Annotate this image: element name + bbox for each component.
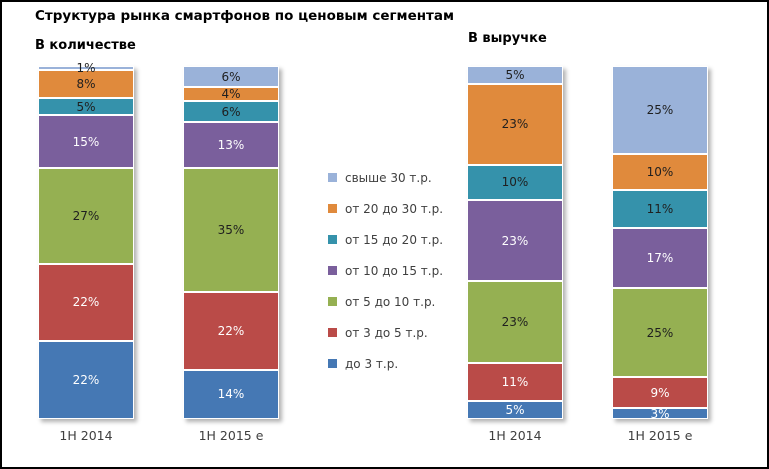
legend-item-label: от 3 до 5 т.р.: [345, 325, 428, 340]
segment-value-label: 10%: [646, 164, 674, 179]
bar-segment: 17%: [612, 228, 708, 289]
segment-value-label: 25%: [646, 103, 674, 118]
legend-item: до 3 т.р.: [328, 356, 458, 371]
bar-segment: 3%: [612, 406, 708, 421]
bar-segment: 23%: [467, 281, 563, 363]
bar-segment: 4%: [183, 87, 279, 102]
right-chart-subtitle: В выручке: [468, 31, 547, 46]
segment-value-label: 15%: [72, 134, 100, 149]
segment-value-label: 6%: [221, 104, 241, 119]
stacked-bar-revenue-1h2014: 5% 23% 10% 23% 23% 11% 5%: [467, 66, 563, 419]
segment-value-label: 5%: [505, 403, 525, 418]
bar-segment: 5%: [467, 401, 563, 419]
legend-item-label: свыше 30 т.р.: [345, 170, 432, 185]
segment-value-label: 23%: [501, 314, 529, 329]
legend-item: свыше 30 т.р.: [328, 170, 458, 185]
legend-item: от 10 до 15 т.р.: [328, 263, 458, 278]
segment-value-label: 27%: [72, 208, 100, 223]
bar-segment: 15%: [38, 115, 134, 169]
bar-segment: 25%: [612, 66, 708, 155]
legend-color-swatch-icon: [328, 204, 337, 213]
bar-segment: 11%: [467, 362, 563, 402]
legend-item-label: от 20 до 30 т.р.: [345, 201, 444, 216]
bar-segment: 22%: [38, 263, 134, 342]
category-label: 1H 2015 e: [198, 428, 264, 443]
category-label: 1H 2015 e: [627, 428, 693, 443]
category-label: 1H 2014: [59, 428, 113, 443]
legend-color-swatch-icon: [328, 297, 337, 306]
bar-segment: 5%: [467, 66, 563, 84]
segment-value-label: 25%: [646, 325, 674, 340]
legend-color-swatch-icon: [328, 235, 337, 244]
bar-segment: 25%: [612, 288, 708, 377]
bar-segment: 11%: [612, 189, 708, 229]
left-chart-subtitle: В количестве: [35, 38, 136, 53]
bar-segment: 1%: [38, 62, 134, 74]
segment-value-label: 17%: [646, 251, 674, 266]
segment-value-label: 10%: [501, 175, 529, 190]
segment-value-label: 3%: [650, 406, 670, 421]
segment-value-label: 13%: [217, 138, 245, 153]
bar-segment: 5%: [38, 97, 134, 116]
segment-value-label: 23%: [501, 117, 529, 132]
segment-value-label: 23%: [501, 233, 529, 248]
bar-segment: 27%: [38, 168, 134, 264]
bar-segment: 10%: [612, 154, 708, 190]
legend-item: от 15 до 20 т.р.: [328, 232, 458, 247]
segment-value-label: 11%: [646, 201, 674, 216]
segment-value-label: 6%: [221, 69, 241, 84]
segment-value-label: 8%: [76, 76, 96, 91]
legend-color-swatch-icon: [328, 173, 337, 182]
segment-value-label: 9%: [650, 385, 670, 400]
bar-segment: 6%: [183, 101, 279, 123]
segment-value-label: 1%: [76, 60, 96, 75]
segment-value-label: 4%: [221, 87, 241, 102]
legend-color-swatch-icon: [328, 266, 337, 275]
stacked-bar-revenue-1h2015e: 25% 10% 11% 17% 25% 9% 3%: [612, 66, 708, 421]
segment-value-label: 35%: [217, 223, 245, 238]
bar-segment: 13%: [183, 122, 279, 169]
bar-segment: 35%: [183, 168, 279, 292]
legend: свыше 30 т.р. от 20 до 30 т.р. от 15 до 20…: [328, 170, 458, 387]
bar-segment: 14%: [183, 369, 279, 419]
page-title: Структура рынка смартфонов по ценовым се…: [35, 8, 455, 24]
bar-segment: 6%: [183, 66, 279, 88]
bar-segment: 22%: [38, 341, 134, 419]
legend-item: от 5 до 10 т.р.: [328, 294, 458, 309]
segment-value-label: 5%: [505, 67, 525, 82]
legend-color-swatch-icon: [328, 359, 337, 368]
category-label: 1H 2014: [488, 428, 542, 443]
legend-item-label: до 3 т.р.: [345, 356, 399, 371]
stacked-bar-quantity-1h2014: 1% 8% 5% 15% 27% 22% 22%: [38, 62, 134, 419]
segment-value-label: 14%: [217, 387, 245, 402]
bar-segment: 23%: [467, 200, 563, 282]
bar-segment: 22%: [183, 291, 279, 370]
segment-value-label: 22%: [72, 373, 100, 388]
bar-segment: 8%: [38, 69, 134, 98]
legend-color-swatch-icon: [328, 328, 337, 337]
stacked-bar-quantity-1h2015e: 6% 4% 6% 13% 35% 22% 14%: [183, 66, 279, 419]
bar-segment: 10%: [467, 164, 563, 201]
legend-item-label: от 5 до 10 т.р.: [345, 294, 436, 309]
legend-item: от 3 до 5 т.р.: [328, 325, 458, 340]
segment-value-label: 22%: [217, 323, 245, 338]
segment-value-label: 22%: [72, 295, 100, 310]
legend-item: от 20 до 30 т.р.: [328, 201, 458, 216]
bar-segment: 23%: [467, 83, 563, 165]
bar-segment: 9%: [612, 376, 708, 409]
segment-value-label: 11%: [501, 374, 529, 389]
segment-value-label: 5%: [76, 99, 96, 114]
legend-item-label: от 10 до 15 т.р.: [345, 263, 444, 278]
legend-item-label: от 15 до 20 т.р.: [345, 232, 444, 247]
